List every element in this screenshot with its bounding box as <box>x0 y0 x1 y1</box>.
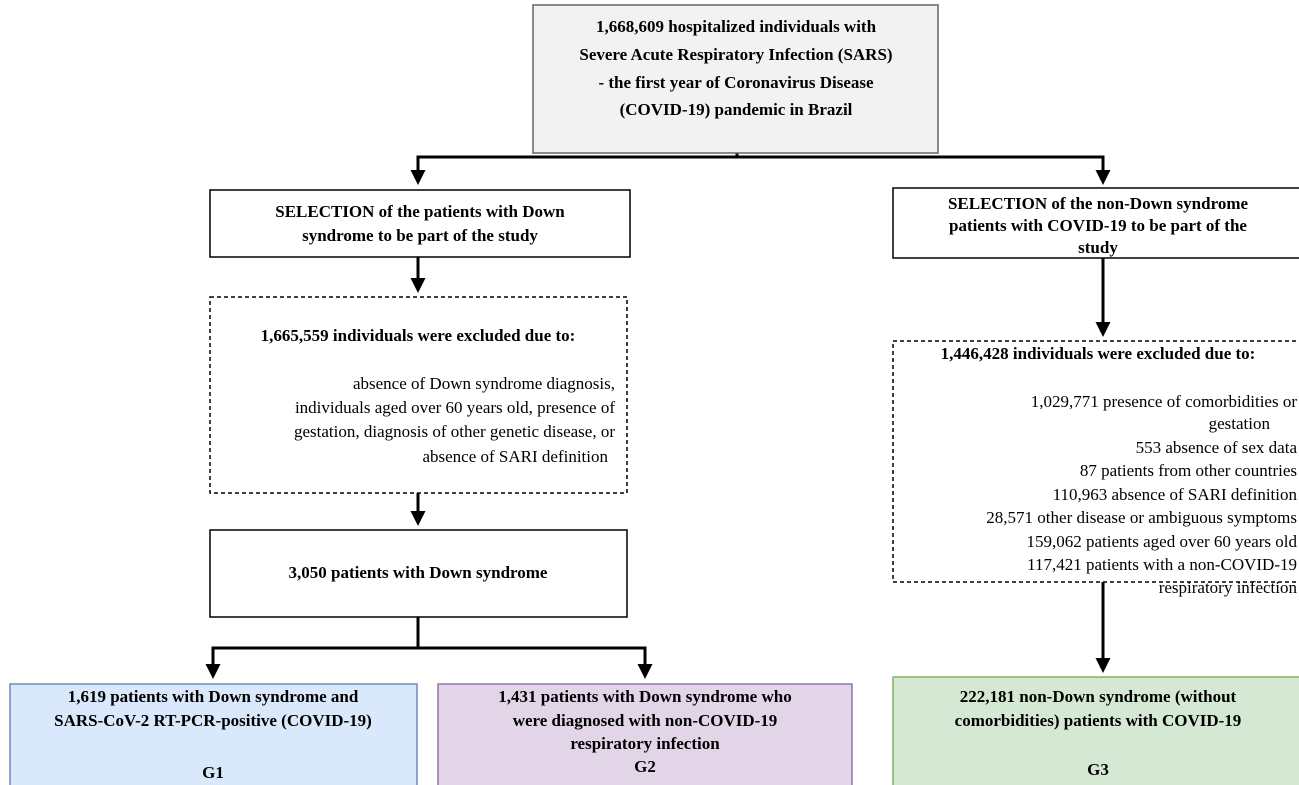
box-text: were diagnosed with non-COVID-19 <box>513 711 778 730</box>
box-text: (COVID-19) pandemic in Brazil <box>620 100 853 119</box>
exclusion-item: absence of Down syndrome diagnosis, <box>353 374 615 393</box>
box-text: SELECTION of the non-Down syndrome <box>948 194 1249 213</box>
exclusion-item: respiratory infection <box>1159 578 1298 597</box>
group-label: G3 <box>1087 760 1109 779</box>
box-text: 222,181 non-Down syndrome (without <box>960 687 1237 706</box>
box-text: study <box>1078 238 1118 257</box>
g1-box <box>9 683 418 785</box>
group-label: G2 <box>634 757 656 776</box>
exclusion-item: gestation <box>1209 414 1271 433</box>
box-text: SELECTION of the patients with Down <box>275 202 565 221</box>
box-text: respiratory infection <box>570 734 720 753</box>
exclusion-item: gestation, diagnosis of other genetic di… <box>294 422 615 441</box>
right-selection-box <box>892 187 1299 259</box>
box-text: 1,668,609 hospitalized individuals with <box>596 17 877 36</box>
down-syndrome-box <box>209 529 628 618</box>
connectors <box>205 153 1111 679</box>
texts: 1,668,609 hospitalized individuals with … <box>54 17 1297 782</box>
box-text: patients with COVID-19 to be part of the <box>949 216 1247 235</box>
g2-box <box>437 683 853 785</box>
exclusion-item: 87 patients from other countries <box>1080 461 1297 480</box>
g3-box <box>892 676 1299 785</box>
top-box <box>532 4 939 154</box>
exclusion-heading: 1,665,559 individuals were excluded due … <box>261 326 576 345</box>
exclusion-item: 159,062 patients aged over 60 years old <box>1026 532 1297 551</box>
exclusion-item: 117,421 patients with a non-COVID-19 <box>1027 555 1297 574</box>
box-text: 3,050 patients with Down syndrome <box>289 563 548 582</box>
right-exclusion-box <box>892 340 1299 583</box>
box-text: 1,431 patients with Down syndrome who <box>498 687 791 706</box>
exclusion-item: 1,029,771 presence of comorbidities or <box>1031 392 1298 411</box>
box-text: comorbidities) patients with COVID-19 <box>955 711 1242 730</box>
exclusion-heading: 1,446,428 individuals were excluded due … <box>941 344 1256 363</box>
exclusion-item: 553 absence of sex data <box>1136 438 1298 457</box>
box-text: - the first year of Coronavirus Disease <box>598 73 874 92</box>
exclusion-item: absence of SARI definition <box>422 447 608 466</box>
box-text: SARS-CoV-2 RT-PCR-positive (COVID-19) <box>54 711 372 730</box>
box-text: 1,619 patients with Down syndrome and <box>68 687 359 706</box>
exclusion-item: 110,963 absence of SARI definition <box>1053 485 1298 504</box>
left-exclusion-box <box>209 296 628 494</box>
exclusion-item: 28,571 other disease or ambiguous sympto… <box>986 508 1297 527</box>
box-text: Severe Acute Respiratory Infection (SARS… <box>579 45 892 64</box>
group-label: G1 <box>202 763 224 782</box>
box-text: syndrome to be part of the study <box>302 226 538 245</box>
exclusion-item: individuals aged over 60 years old, pres… <box>295 398 615 417</box>
left-selection-box <box>209 189 631 258</box>
